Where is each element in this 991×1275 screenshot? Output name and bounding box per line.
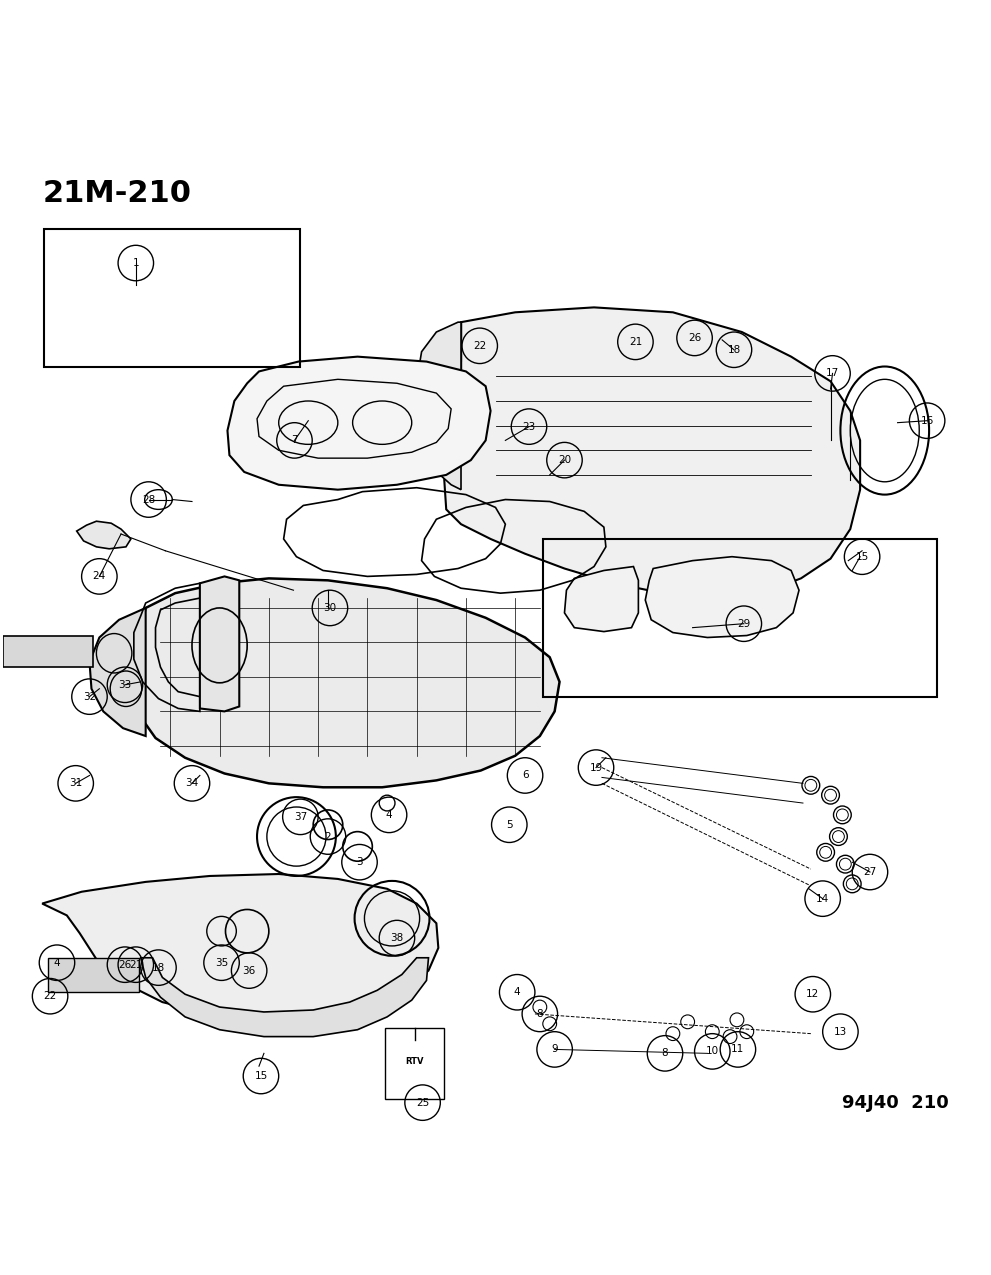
Polygon shape [645, 557, 799, 638]
Text: 94J40  210: 94J40 210 [842, 1094, 948, 1113]
Text: 18: 18 [727, 344, 740, 354]
Text: 19: 19 [590, 762, 603, 773]
Text: RTV: RTV [405, 1057, 424, 1066]
Text: 4: 4 [54, 958, 60, 968]
Text: 37: 37 [293, 812, 307, 822]
Text: 28: 28 [142, 495, 156, 505]
Text: 30: 30 [323, 603, 337, 613]
Text: 26: 26 [688, 333, 702, 343]
Text: 9: 9 [551, 1044, 558, 1054]
Polygon shape [49, 958, 139, 992]
Text: 29: 29 [737, 618, 750, 629]
Text: 21: 21 [629, 337, 642, 347]
Text: 12: 12 [807, 989, 820, 1000]
Text: 20: 20 [558, 455, 571, 465]
Text: 8: 8 [662, 1048, 668, 1058]
Text: 35: 35 [215, 958, 228, 968]
Polygon shape [76, 521, 131, 548]
Bar [385, 1028, 444, 1099]
Text: 34: 34 [185, 778, 198, 788]
Text: 5: 5 [506, 820, 512, 830]
Text: 15: 15 [255, 1071, 268, 1081]
Polygon shape [3, 635, 93, 667]
Text: 16: 16 [921, 416, 934, 426]
Text: 7: 7 [291, 435, 297, 445]
Text: 22: 22 [473, 340, 487, 351]
Text: 10: 10 [706, 1047, 718, 1057]
Text: 26: 26 [118, 960, 132, 970]
Text: 2: 2 [325, 831, 331, 842]
Text: 21M-210: 21M-210 [43, 180, 191, 208]
Polygon shape [444, 307, 860, 598]
Text: 22: 22 [44, 991, 56, 1001]
Text: 4: 4 [514, 987, 520, 997]
Text: 23: 23 [522, 422, 535, 432]
Polygon shape [228, 357, 491, 490]
Text: 27: 27 [863, 867, 877, 877]
Text: 18: 18 [152, 963, 165, 973]
Polygon shape [89, 608, 146, 736]
Text: 3: 3 [356, 857, 363, 867]
Polygon shape [43, 873, 438, 1017]
Text: 15: 15 [855, 552, 869, 562]
Text: 31: 31 [69, 778, 82, 788]
Text: 21: 21 [129, 960, 143, 970]
Bar [45, 228, 300, 366]
Bar [543, 539, 936, 696]
Text: 4: 4 [385, 810, 392, 820]
Polygon shape [133, 579, 560, 787]
Text: 38: 38 [390, 933, 403, 944]
Text: 33: 33 [118, 680, 132, 690]
Text: 8: 8 [536, 1009, 543, 1019]
Text: 25: 25 [416, 1098, 429, 1108]
Text: 13: 13 [833, 1026, 847, 1037]
Polygon shape [565, 566, 638, 631]
Text: 6: 6 [521, 770, 528, 780]
Text: 32: 32 [83, 691, 96, 701]
Text: 17: 17 [826, 368, 839, 379]
Text: 36: 36 [243, 965, 256, 975]
Text: 24: 24 [93, 571, 106, 581]
Text: 11: 11 [731, 1044, 744, 1054]
Polygon shape [200, 576, 239, 711]
Polygon shape [416, 323, 461, 490]
Text: 14: 14 [816, 894, 829, 904]
Polygon shape [141, 958, 428, 1037]
Text: 1: 1 [133, 258, 139, 268]
